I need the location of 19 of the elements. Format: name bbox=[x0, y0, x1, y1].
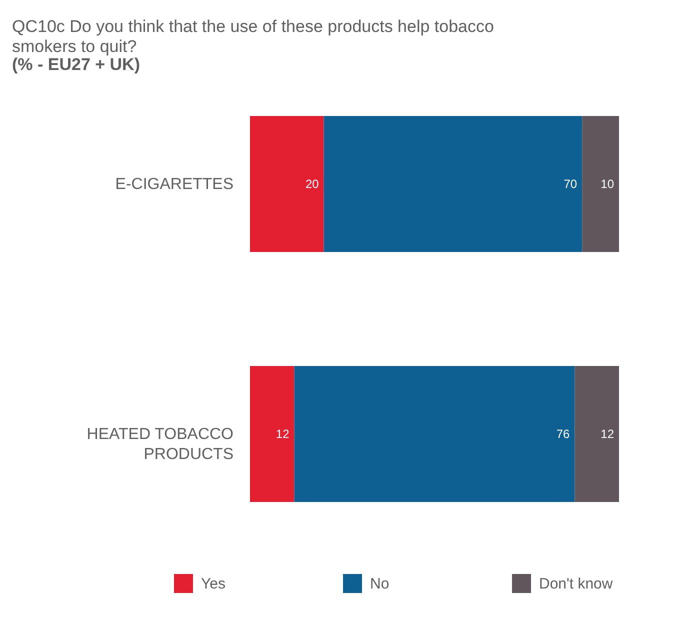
data-label: 70 bbox=[564, 177, 578, 191]
data-label: 12 bbox=[276, 427, 290, 441]
legend-label: Yes bbox=[201, 576, 226, 592]
data-label: 76 bbox=[556, 427, 570, 441]
data-label: 12 bbox=[600, 427, 614, 441]
legend-label: Don't know bbox=[539, 576, 613, 592]
bar bbox=[582, 116, 619, 252]
legend-label: No bbox=[370, 576, 390, 592]
bar bbox=[324, 116, 582, 252]
data-label: 20 bbox=[305, 177, 320, 191]
bar bbox=[294, 366, 575, 502]
bar bbox=[574, 366, 619, 502]
y-tick-label: HEATED TOBACCO PRODUCTS bbox=[86, 426, 234, 463]
bar bbox=[250, 366, 294, 502]
text: (% - EU27 + UK) bbox=[12, 55, 140, 74]
data-label: 10 bbox=[600, 177, 614, 191]
chart-title: QC10c Do you think that the use of these products help tobacco smokers to quit? bbox=[12, 17, 494, 56]
y-tick-label: E-CIGARETTES bbox=[115, 176, 234, 193]
bar bbox=[250, 116, 324, 252]
